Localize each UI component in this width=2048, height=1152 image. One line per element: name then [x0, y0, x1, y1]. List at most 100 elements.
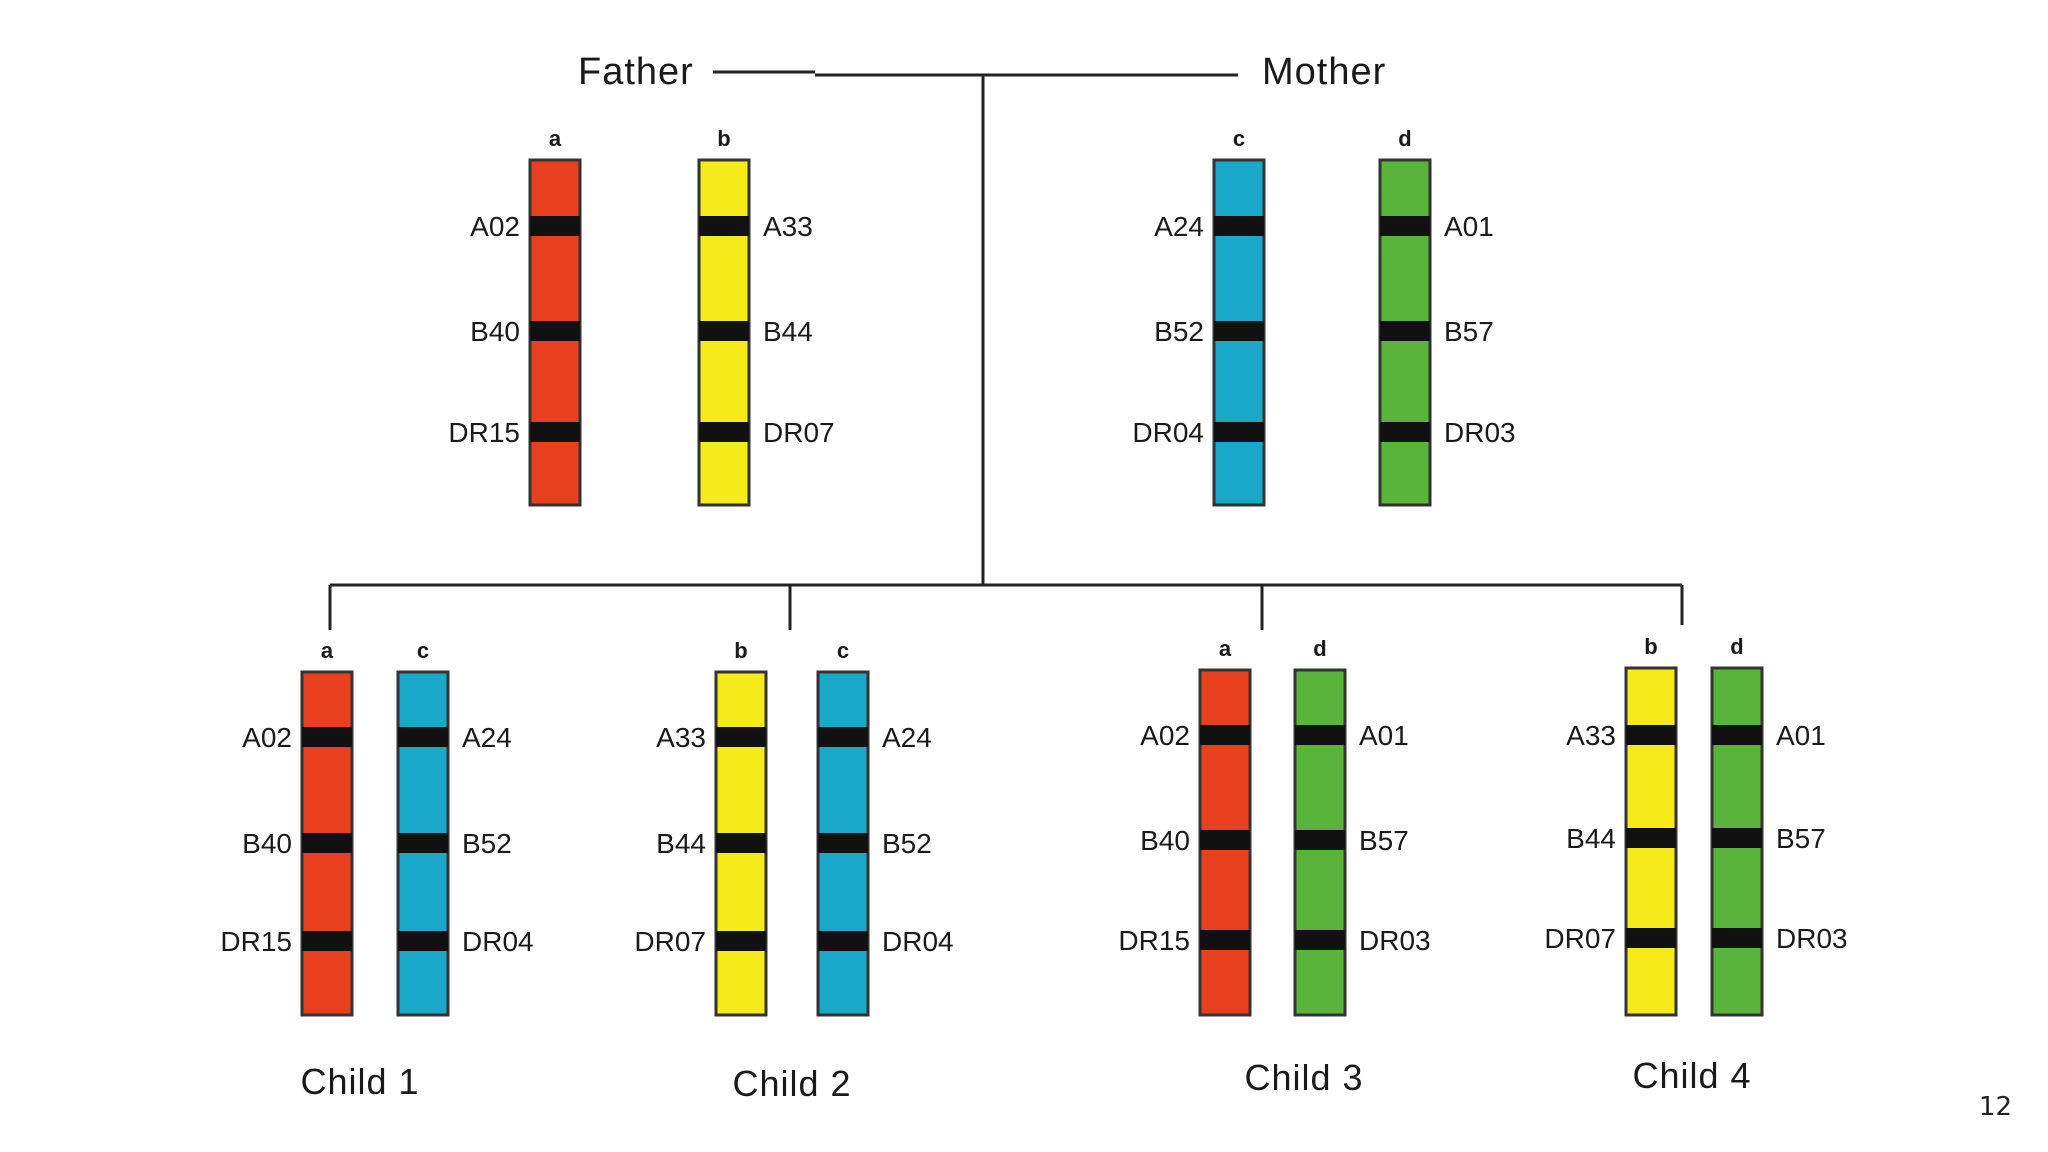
chromosome-father-0: a A02 B40 DR15	[448, 126, 582, 507]
chromosome-mother-1-band-b57	[1380, 321, 1430, 341]
chromosome-children-0-0: a A02 B40 DR15	[220, 638, 354, 1017]
chromosomes: a A02 B40 DR15 b A33 B44 DR07 c A24 B52 DR04 d A01 B57…	[220, 126, 1848, 1017]
chromosome-children-2-1-letter: d	[1313, 636, 1326, 661]
father-label: Father	[578, 51, 694, 93]
chromosome-children-2-1-gene-label: DR03	[1359, 925, 1431, 956]
chromosome-children-1-0-band-dr07	[716, 931, 766, 951]
chromosome-children-0-1-gene-label: A24	[462, 722, 512, 753]
chromosome-children-2-1-band-a01	[1295, 725, 1345, 745]
chromosome-father-1: b A33 B44 DR07	[697, 126, 835, 507]
child-1-label: Child 1	[300, 1061, 419, 1102]
chromosome-children-0-1-band-a24	[398, 727, 448, 747]
chromosome-children-0-0-gene-label: B40	[242, 828, 292, 859]
chromosome-children-3-0: b A33 B44 DR07	[1544, 634, 1678, 1017]
chromosome-mother-0-band-dr04	[1214, 422, 1264, 442]
chromosome-mother-0-letter: c	[1233, 126, 1245, 151]
chromosome-children-2-1-gene-label: B57	[1359, 825, 1409, 856]
chromosome-children-2-0-gene-label: B40	[1140, 825, 1190, 856]
chromosome-children-2-0-band-a02	[1200, 725, 1250, 745]
chromosome-children-1-1-band-dr04	[818, 931, 868, 951]
chromosome-mother-0-gene-label: A24	[1154, 211, 1204, 242]
chromosome-children-0-0-gene-label: A02	[242, 722, 292, 753]
chromosome-children-3-0-gene-label: B44	[1566, 823, 1616, 854]
child-3-label: Child 3	[1244, 1057, 1363, 1098]
chromosome-children-1-0-gene-label: B44	[656, 828, 706, 859]
chromosome-children-0-1-letter: c	[417, 638, 429, 663]
chromosome-children-1-1-band-a24	[818, 727, 868, 747]
chromosome-mother-1-band-dr03	[1380, 422, 1430, 442]
chromosome-mother-1-gene-label: B57	[1444, 316, 1494, 347]
chromosome-children-2-0-gene-label: A02	[1140, 720, 1190, 751]
chromosome-children-1-1-gene-label: DR04	[882, 926, 954, 957]
chromosome-children-0-0-gene-label: DR15	[220, 926, 292, 957]
chromosome-children-3-1-band-a01	[1712, 725, 1762, 745]
chromosome-children-1-0: b A33 B44 DR07	[634, 638, 768, 1017]
chromosome-children-1-1-band-b52	[818, 833, 868, 853]
chromosome-children-0-1-gene-label: B52	[462, 828, 512, 859]
chromosome-father-0-letter: a	[549, 126, 562, 151]
chromosome-children-3-1-gene-label: A01	[1776, 720, 1826, 751]
chromosome-children-0-1-band-b52	[398, 833, 448, 853]
chromosome-children-3-1-gene-label: B57	[1776, 823, 1826, 854]
chromosome-children-1-1: c A24 B52 DR04	[816, 638, 954, 1017]
chromosome-children-2-0: a A02 B40 DR15	[1118, 636, 1252, 1017]
chromosome-children-3-1-letter: d	[1730, 634, 1743, 659]
chromosome-children-3-1-gene-label: DR03	[1776, 923, 1848, 954]
chromosome-father-0-gene-label: DR15	[448, 417, 520, 448]
chromosome-children-2-0-band-b40	[1200, 830, 1250, 850]
chromosome-children-1-1-gene-label: A24	[882, 722, 932, 753]
chromosome-children-0-0-band-b40	[302, 833, 352, 853]
chromosome-father-1-gene-label: B44	[763, 316, 813, 347]
chromosome-children-3-1: d A01 B57 DR03	[1710, 634, 1848, 1017]
chromosome-children-0-1-band-dr04	[398, 931, 448, 951]
chromosome-mother-0-gene-label: DR04	[1132, 417, 1204, 448]
chromosome-children-0-0-band-a02	[302, 727, 352, 747]
chromosome-mother-1-letter: d	[1398, 126, 1411, 151]
chromosome-mother-1: d A01 B57 DR03	[1378, 126, 1516, 507]
chromosome-father-1-band-dr07	[699, 422, 749, 442]
chromosome-father-0-band-b40	[530, 321, 580, 341]
chromosome-mother-0-band-a24	[1214, 216, 1264, 236]
chromosome-father-1-band-b44	[699, 321, 749, 341]
child-2-label: Child 2	[732, 1063, 851, 1104]
chromosome-children-0-1-gene-label: DR04	[462, 926, 534, 957]
chromosome-father-0-band-a02	[530, 216, 580, 236]
chromosome-children-1-1-letter: c	[837, 638, 849, 663]
chromosome-mother-1-gene-label: DR03	[1444, 417, 1516, 448]
chromosome-children-2-0-band-dr15	[1200, 930, 1250, 950]
chromosome-mother-0: c A24 B52 DR04	[1132, 126, 1266, 507]
chromosome-mother-1-band-a01	[1380, 216, 1430, 236]
chromosome-father-0-gene-label: B40	[470, 316, 520, 347]
chromosome-children-3-0-band-b44	[1626, 828, 1676, 848]
chromosome-children-2-1-band-dr03	[1295, 930, 1345, 950]
child-4-label: Child 4	[1632, 1055, 1751, 1096]
chromosome-father-0-gene-label: A02	[470, 211, 520, 242]
chromosome-father-1-gene-label: DR07	[763, 417, 835, 448]
chromosome-children-3-1-band-b57	[1712, 828, 1762, 848]
slide-number: 12	[1978, 1092, 2012, 1122]
chromosome-children-0-0-letter: a	[321, 638, 334, 663]
chromosome-children-3-1-band-dr03	[1712, 928, 1762, 948]
chromosome-children-2-0-letter: a	[1219, 636, 1232, 661]
chromosome-father-1-letter: b	[717, 126, 730, 151]
chromosome-children-1-0-band-b44	[716, 833, 766, 853]
mother-label: Mother	[1262, 51, 1386, 93]
chromosome-children-3-0-gene-label: A33	[1566, 720, 1616, 751]
chromosome-children-2-1: d A01 B57 DR03	[1293, 636, 1431, 1017]
chromosome-children-1-0-band-a33	[716, 727, 766, 747]
chromosome-children-3-0-band-dr07	[1626, 928, 1676, 948]
chromosome-children-0-1: c A24 B52 DR04	[396, 638, 534, 1017]
chromosome-children-1-0-gene-label: DR07	[634, 926, 706, 957]
chromosome-children-2-1-band-b57	[1295, 830, 1345, 850]
chromosome-children-2-1-gene-label: A01	[1359, 720, 1409, 751]
child-labels: Child 1 Child 2 Child 3 Child 4	[300, 1055, 1751, 1104]
chromosome-children-2-0-gene-label: DR15	[1118, 925, 1190, 956]
chromosome-children-0-0-band-dr15	[302, 931, 352, 951]
chromosome-father-1-gene-label: A33	[763, 211, 813, 242]
chromosome-children-1-1-gene-label: B52	[882, 828, 932, 859]
chromosome-father-1-band-a33	[699, 216, 749, 236]
chromosome-children-1-0-gene-label: A33	[656, 722, 706, 753]
chromosome-children-3-0-band-a33	[1626, 725, 1676, 745]
chromosome-mother-0-band-b52	[1214, 321, 1264, 341]
